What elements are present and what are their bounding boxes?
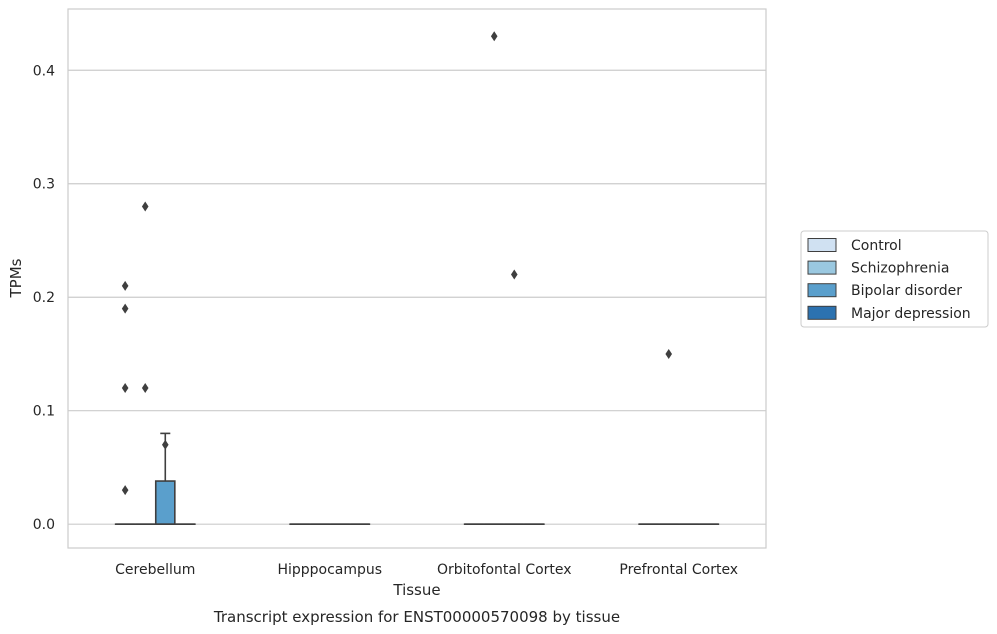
plot-area-frame — [67, 8, 767, 549]
outlier-point — [141, 383, 149, 394]
x-tick-label: Prefrontal Cortex — [619, 562, 738, 578]
box-3-1 — [658, 348, 680, 525]
box-0-1 — [134, 201, 156, 525]
outlier-point — [121, 280, 129, 291]
legend-label: Schizophrenia — [851, 261, 949, 277]
box-0-2 — [154, 432, 176, 525]
legend-frame — [800, 230, 989, 328]
outlier-point — [510, 269, 518, 280]
outlier-point — [121, 303, 129, 314]
legend-swatch — [807, 260, 837, 275]
y-tick-label: 0.1 — [33, 404, 55, 420]
box-2-2 — [503, 269, 525, 525]
legend-swatch — [807, 283, 837, 298]
x-tick-label: Cerebellum — [115, 562, 195, 578]
y-tick-label: 0.0 — [33, 517, 55, 533]
gridlines — [68, 69, 766, 525]
chart-title: Transcript expression for ENST0000057009… — [213, 608, 620, 626]
x-tick-label: Hipppocampus — [277, 562, 382, 578]
box-0-0 — [114, 280, 136, 525]
y-tick-label: 0.4 — [33, 63, 55, 79]
outlier-point — [665, 348, 673, 359]
outlier-point — [141, 201, 149, 212]
box-2-1 — [483, 31, 505, 525]
x-tick-label: Orbitofontal Cortex — [437, 562, 572, 578]
y-tick-labels: 0.0 0.1 0.2 0.3 0.4 — [33, 63, 55, 533]
outlier-point — [121, 383, 129, 394]
legend-swatch — [807, 238, 837, 252]
outlier-point — [161, 439, 169, 450]
legend-swatch — [807, 305, 837, 320]
box-body — [154, 480, 176, 525]
y-axis-label: TPMs — [7, 258, 25, 298]
legend-label: Control — [851, 238, 902, 254]
y-tick-label: 0.2 — [33, 290, 55, 306]
x-axis-label: Tissue — [392, 581, 440, 599]
legend: Control Schizophrenia Bipolar disorder Majo… — [800, 230, 989, 328]
legend-label: Major depression — [851, 306, 971, 322]
x-tick-labels: Cerebellum Hipppocampus Orbitofontal Corte… — [115, 562, 738, 578]
outlier-point — [121, 485, 129, 496]
outlier-point — [490, 31, 498, 42]
box-marks — [114, 31, 720, 525]
legend-label: Bipolar disorder — [851, 283, 962, 299]
y-tick-label: 0.3 — [33, 177, 55, 193]
